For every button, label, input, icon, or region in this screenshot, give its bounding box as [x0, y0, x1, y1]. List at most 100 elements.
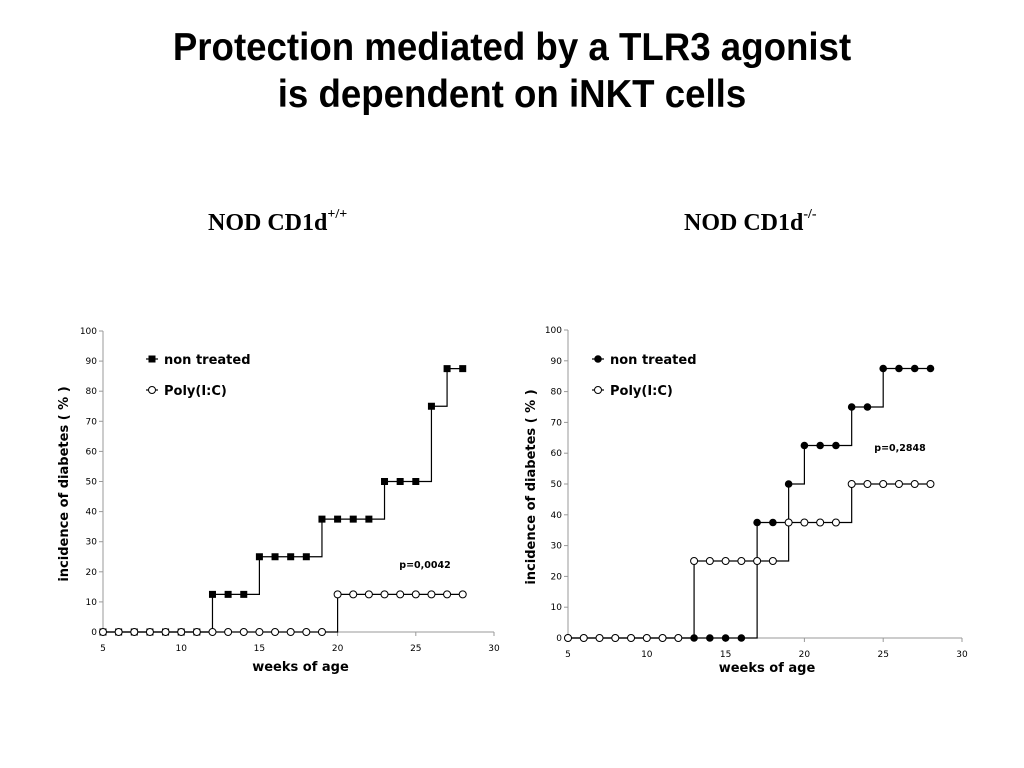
data-point: [114, 628, 123, 636]
x-tick-label: 20: [332, 644, 344, 654]
y-tick-label: 80: [551, 388, 563, 398]
data-point: [721, 634, 730, 642]
panel-label-right: NOD CD1d-/-: [684, 207, 817, 237]
data-point: [364, 590, 373, 599]
y-tick-label: 20: [551, 572, 563, 582]
legend-marker: [148, 355, 156, 363]
y-tick-label: 50: [86, 478, 98, 488]
data-point: [208, 628, 217, 636]
data-point: [705, 557, 714, 565]
data-point: [784, 480, 793, 488]
data-point: [427, 590, 436, 599]
data-point: [879, 364, 887, 373]
data-point: [145, 628, 154, 636]
data-point: [784, 518, 793, 527]
data-point: [192, 628, 201, 636]
data-point: [459, 365, 467, 373]
panel-label-right-sup: -/-: [803, 207, 817, 222]
x-tick-label: 15: [254, 644, 265, 654]
data-point: [879, 480, 888, 488]
data-point: [287, 553, 295, 561]
x-tick-label: 5: [100, 644, 106, 654]
data-point: [895, 364, 903, 373]
x-tick-label: 30: [488, 644, 500, 654]
series-line: [568, 367, 931, 639]
data-point: [627, 634, 636, 642]
data-point: [161, 628, 170, 636]
data-point: [130, 628, 139, 636]
x-tick-label: 10: [175, 644, 187, 654]
legend-label: non treated: [610, 353, 697, 368]
y-tick-label: 40: [86, 508, 98, 518]
x-axis-title: weeks of age: [252, 660, 349, 675]
y-tick-label: 90: [551, 357, 563, 367]
data-point: [255, 553, 263, 561]
y-tick-label: 30: [551, 542, 563, 552]
panel-label-left-text: NOD CD1d: [208, 210, 328, 236]
data-point: [224, 628, 233, 636]
data-point: [411, 590, 420, 599]
title-line-2: is dependent on iNKT cells: [277, 73, 747, 116]
panel-label-right-text: NOD CD1d: [684, 210, 804, 236]
data-point: [458, 590, 467, 599]
data-point: [208, 590, 216, 598]
p-value-annotation: p=0,0042: [399, 560, 450, 571]
series-line: [103, 368, 463, 633]
data-point: [690, 557, 699, 565]
x-tick-label: 10: [641, 650, 653, 660]
x-tick-label: 25: [877, 650, 888, 660]
data-point: [658, 634, 667, 642]
data-point: [333, 590, 342, 599]
data-point: [847, 480, 856, 488]
data-point: [177, 628, 186, 636]
series-poly-ic: [564, 480, 935, 642]
data-point: [721, 557, 730, 565]
data-point: [863, 480, 872, 488]
data-point: [564, 634, 572, 642]
y-tick-label: 60: [551, 449, 563, 459]
data-point: [926, 364, 935, 373]
data-point: [579, 634, 588, 642]
legend-marker: [148, 386, 156, 394]
legend-label: Poly(I:C): [610, 384, 673, 399]
y-tick-label: 20: [86, 568, 98, 578]
y-tick-label: 60: [86, 447, 98, 457]
data-point: [816, 441, 824, 450]
x-tick-label: 25: [410, 644, 421, 654]
chart-left: 0 10 20 30 40 50 60 70 80 90 100 5 10 15 20 25 30 weeks o…: [57, 327, 500, 675]
data-point: [847, 403, 856, 411]
data-point: [863, 403, 872, 411]
chart-right: 0 10 20 30 40 50 60 70 80 90 100 5 10 15 20 25 30 weeks o…: [524, 326, 968, 676]
data-point: [365, 515, 373, 523]
y-tick-label: 100: [80, 327, 97, 337]
series-poly-ic: [99, 590, 467, 636]
y-tick-label: 50: [551, 480, 563, 490]
panel-label-left-sup: +/+: [327, 207, 348, 222]
data-point: [240, 590, 248, 598]
data-point: [443, 365, 451, 373]
data-point: [317, 628, 326, 636]
data-point: [239, 628, 248, 636]
data-point: [642, 634, 651, 642]
y-tick-label: 10: [551, 603, 563, 613]
data-point: [910, 364, 919, 373]
data-point: [816, 518, 825, 527]
x-tick-label: 15: [720, 650, 731, 660]
slide-title: Protection mediated by a TLR3 agonist is…: [31, 24, 994, 118]
y-tick-label: 70: [551, 418, 563, 428]
x-tick-label: 20: [799, 650, 811, 660]
y-tick-label: 0: [91, 628, 97, 638]
data-point: [396, 590, 405, 599]
y-tick-label: 0: [556, 634, 562, 644]
data-point: [99, 628, 107, 636]
x-axis-title: weeks of age: [719, 661, 816, 676]
data-point: [800, 441, 809, 450]
data-point: [737, 557, 746, 565]
data-point: [334, 515, 342, 523]
data-point: [380, 590, 389, 599]
data-point: [769, 518, 777, 527]
data-point: [302, 628, 311, 636]
data-point: [349, 590, 358, 599]
data-point: [302, 553, 310, 561]
data-point: [427, 402, 435, 410]
